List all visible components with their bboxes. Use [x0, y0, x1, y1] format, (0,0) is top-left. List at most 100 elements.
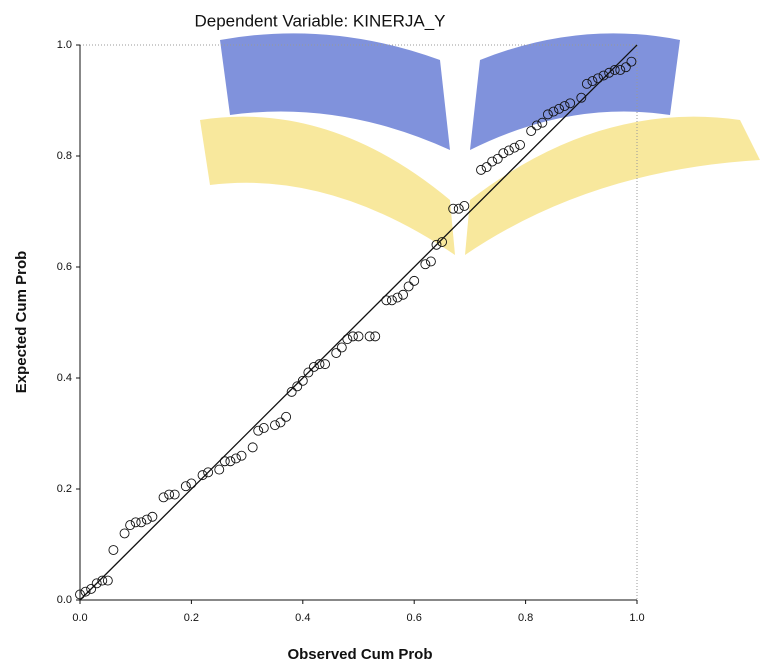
data-point — [108, 545, 119, 555]
data-point — [342, 334, 353, 345]
data-point — [498, 148, 509, 159]
data-point — [487, 156, 498, 167]
data-point — [531, 120, 542, 131]
y-tick-label: 0.6 — [57, 261, 72, 273]
data-point — [581, 78, 592, 89]
data-point — [403, 281, 414, 292]
data-point — [97, 575, 108, 586]
plot-frame — [79, 44, 638, 601]
y-tick-label: 0.0 — [57, 594, 72, 606]
data-point — [292, 381, 303, 392]
data-point — [125, 520, 136, 531]
data-point — [453, 203, 464, 214]
data-point — [275, 417, 286, 428]
data-point — [102, 575, 113, 586]
y-axis-label: Expected Cum Prob — [13, 251, 30, 394]
data-point — [526, 126, 537, 136]
data-point — [214, 464, 225, 475]
data-point — [331, 348, 342, 358]
x-tick-label: 0.2 — [184, 612, 199, 624]
data-point — [169, 489, 180, 500]
data-point — [158, 492, 169, 503]
data-point — [225, 456, 236, 467]
x-tick-label: 0.8 — [518, 612, 533, 624]
watermark — [200, 33, 760, 256]
y-tick-label: 0.2 — [57, 483, 72, 495]
data-point — [598, 70, 609, 81]
data-point — [609, 65, 620, 75]
data-point — [203, 467, 214, 478]
x-tick-label: 0.0 — [72, 612, 87, 624]
data-point — [141, 514, 152, 525]
data-point — [409, 275, 420, 286]
data-point — [308, 361, 319, 372]
data-point — [593, 73, 603, 84]
x-tick-label: 0.4 — [295, 612, 310, 624]
data-point — [381, 295, 392, 306]
chart-title: Dependent Variable: KINERJA_Y — [194, 11, 445, 30]
y-tick-label: 1.0 — [57, 39, 72, 51]
data-point — [437, 237, 447, 247]
data-point — [314, 359, 325, 370]
data-point — [431, 239, 442, 250]
data-point — [281, 411, 292, 422]
data-point — [370, 331, 381, 342]
data-point — [258, 423, 269, 433]
data-point — [75, 589, 85, 600]
data-point — [164, 489, 175, 500]
data-point — [481, 162, 492, 173]
data-point — [542, 109, 553, 120]
data-point — [86, 583, 97, 594]
data-point — [353, 331, 364, 342]
data-point — [236, 450, 247, 461]
data-point — [219, 456, 230, 467]
data-point — [130, 517, 141, 528]
data-point — [119, 528, 130, 539]
data-point — [392, 292, 403, 303]
data-point — [297, 375, 308, 386]
data-point — [565, 98, 576, 109]
watermark-shape — [465, 116, 760, 256]
data-point — [620, 62, 631, 73]
data-point — [247, 442, 258, 453]
data-point — [626, 56, 637, 67]
data-point — [420, 259, 431, 270]
data-point — [459, 200, 470, 211]
data-point — [320, 359, 331, 370]
data-point — [270, 420, 280, 431]
data-point — [515, 139, 525, 150]
watermark-shape — [200, 116, 455, 256]
x-tick-label: 0.6 — [407, 612, 422, 624]
watermark-shape — [470, 33, 680, 151]
x-axis-label: Observed Cum Prob — [287, 646, 432, 663]
data-point — [559, 101, 570, 112]
data-point — [80, 586, 91, 597]
data-point — [554, 103, 564, 114]
data-point — [147, 511, 158, 522]
y-tick-label: 0.4 — [57, 372, 72, 384]
data-point — [364, 331, 375, 342]
data-point — [231, 453, 241, 464]
data-point — [286, 386, 297, 397]
data-point — [587, 76, 598, 87]
data-point — [386, 295, 397, 306]
y-tick-label: 0.8 — [57, 150, 72, 162]
data-point — [347, 331, 358, 342]
data-point — [509, 142, 520, 153]
data-point — [548, 106, 559, 117]
data-point — [448, 203, 459, 214]
data-point — [197, 470, 208, 481]
data-point — [492, 153, 503, 164]
watermark-shape — [220, 33, 450, 151]
data-point — [476, 164, 486, 175]
data-point — [604, 67, 615, 78]
data-point — [180, 481, 191, 492]
x-tick-label: 1.0 — [629, 612, 644, 624]
data-point — [503, 145, 514, 156]
data-point — [576, 92, 587, 103]
data-point — [186, 478, 197, 489]
data-point — [615, 65, 626, 75]
data-point — [425, 256, 436, 267]
